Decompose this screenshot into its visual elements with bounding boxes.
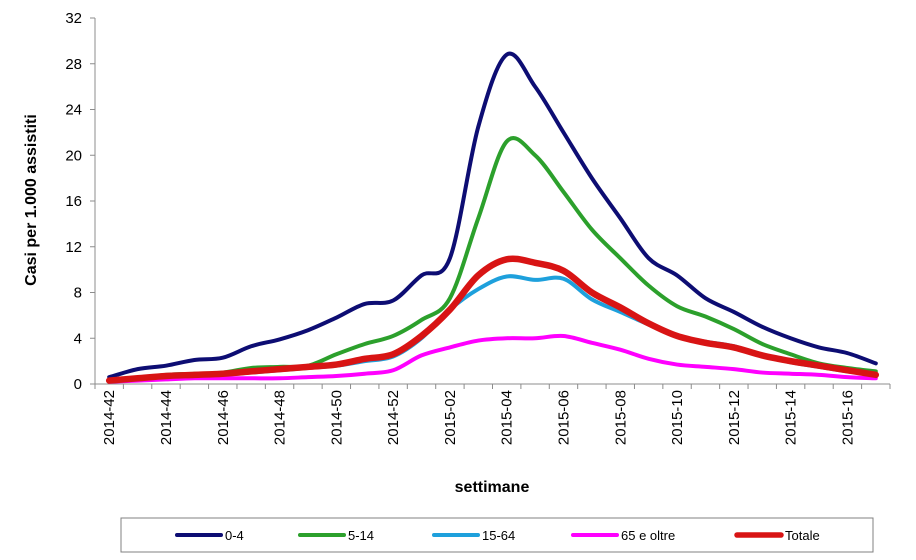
legend-label: 0-4 (225, 528, 244, 543)
series-line-0-4 (107, 51, 878, 380)
y-tick-label: 8 (74, 285, 82, 302)
series-lines (105, 51, 880, 384)
legend-label: 15-64 (482, 528, 515, 543)
x-tick-label: 2015-12 (726, 390, 743, 445)
series-line-Totale (105, 255, 880, 384)
legend-label: Totale (785, 528, 820, 543)
legend-label: 65 e oltre (621, 528, 675, 543)
x-tick-label: 2014-42 (101, 390, 118, 445)
x-tick-label: 2014-52 (385, 390, 402, 445)
y-tick-label: 24 (65, 102, 82, 119)
series-line-15-64 (107, 274, 878, 383)
x-axis-title: settimane (455, 479, 530, 496)
x-tick-label: 2014-50 (328, 390, 345, 445)
x-tick-label: 2015-02 (442, 390, 459, 445)
x-tick-label: 2015-04 (499, 390, 516, 445)
y-tick-label: 28 (65, 56, 82, 73)
series-line-5-14 (107, 136, 878, 383)
x-tick-label: 2015-10 (669, 390, 686, 445)
x-tick-label: 2015-06 (555, 390, 572, 445)
y-tick-label: 16 (65, 193, 82, 210)
y-tick-label: 20 (65, 147, 82, 164)
y-tick-label: 12 (65, 239, 82, 256)
y-axis-ticks: 0 4 8 12 16 20 24 28 32 (65, 10, 95, 393)
x-tick-label: 2014-44 (158, 390, 175, 445)
x-tick-label: 2014-48 (272, 390, 289, 445)
y-tick-label: 0 (74, 376, 82, 393)
y-axis-title: Casi per 1.000 assistiti (23, 114, 40, 286)
x-tick-label: 2014-46 (215, 390, 232, 445)
x-tick-label: 2015-16 (839, 390, 856, 445)
legend: 0-4 5-14 15-64 65 e oltre Totale (120, 517, 874, 553)
series-line-65-e-oltre (107, 333, 878, 384)
legend-label: 5-14 (348, 528, 374, 543)
x-tick-label: 2015-14 (783, 390, 800, 445)
y-tick-label: 4 (74, 330, 82, 347)
x-axis-ticks: 2014-42 2014-44 2014-46 2014-48 2014-50 2014-… (94, 384, 891, 445)
y-tick-label: 32 (65, 10, 82, 27)
x-tick-label: 2015-08 (612, 390, 629, 445)
